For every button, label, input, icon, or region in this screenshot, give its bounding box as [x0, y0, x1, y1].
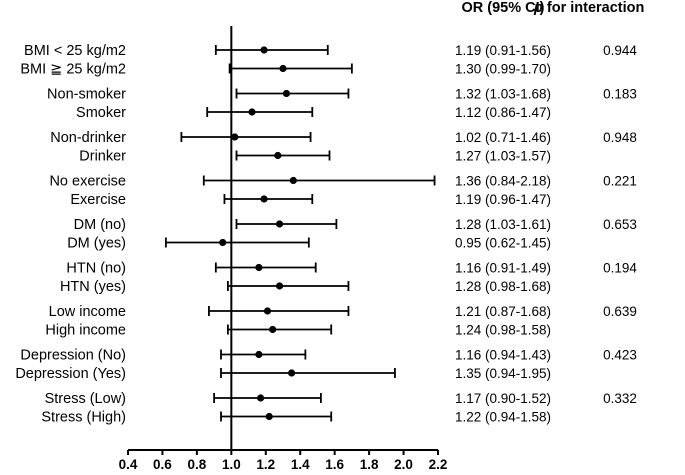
or-ci-value: 1.30 (0.99-1.70)	[455, 62, 551, 77]
or-ci-value: 1.35 (0.94-1.95)	[455, 366, 551, 381]
p-symbol: p	[533, 0, 543, 16]
or-point	[248, 108, 256, 116]
p-interaction-value: 0.194	[603, 261, 637, 276]
or-ci-value: 1.16 (0.94-1.43)	[455, 348, 551, 363]
row-label: BMI < 25 kg/m2	[24, 43, 126, 59]
row-label: Stress (High)	[41, 410, 126, 426]
row-label: Stress (Low)	[45, 391, 126, 407]
row-label: No exercise	[49, 174, 126, 190]
row-label: Drinker	[79, 149, 126, 165]
p-header-rest: for interaction	[543, 0, 645, 16]
or-point	[274, 151, 282, 160]
or-point	[288, 369, 296, 377]
row-label: DM (yes)	[67, 236, 126, 252]
p-interaction-value: 0.944	[603, 43, 637, 58]
or-point	[260, 195, 268, 203]
p-interaction-value: 0.221	[603, 174, 637, 189]
row-label: BMI ≧ 25 kg/m2	[20, 62, 126, 78]
row-label: Exercise	[70, 192, 126, 208]
or-ci-value: 1.16 (0.91-1.49)	[455, 261, 551, 276]
x-tick-label: 0.6	[153, 457, 172, 472]
or-ci-value: 1.12 (0.86-1.47)	[455, 105, 551, 120]
or-point	[255, 350, 263, 359]
x-tick-label: 1.8	[360, 457, 379, 472]
or-ci-value: 1.02 (0.71-1.46)	[455, 130, 551, 145]
row-label: HTN (no)	[66, 261, 126, 277]
x-tick-label: 1.0	[222, 457, 241, 472]
or-ci-value: 0.95 (0.62-1.45)	[455, 236, 551, 251]
or-ci-value: 1.28 (0.98-1.68)	[455, 279, 551, 294]
or-ci-value: 1.19 (0.96-1.47)	[455, 192, 551, 207]
x-tick-label: 1.2	[256, 457, 275, 472]
p-column-header: p for interaction	[533, 0, 644, 16]
or-point	[257, 394, 265, 402]
or-ci-value: 1.24 (0.98-1.58)	[455, 323, 551, 338]
p-interaction-value: 0.639	[603, 304, 637, 319]
x-tick-label: 0.4	[119, 457, 138, 472]
or-point	[263, 307, 272, 315]
or-point	[275, 220, 284, 228]
x-tick-label: 2.2	[429, 457, 448, 472]
row-label: Depression (No)	[20, 348, 126, 364]
forest-rows: BMI < 25 kg/m2 1.19 (0.91-1.56) BMI ≧ 25 k…	[15, 26, 637, 450]
or-point	[289, 176, 297, 185]
or-ci-value: 1.19 (0.91-1.56)	[455, 43, 551, 58]
or-point	[275, 282, 284, 290]
or-ci-value: 1.28 (1.03-1.61)	[455, 217, 551, 232]
or-point	[279, 64, 287, 73]
p-interaction-value: 0.332	[603, 391, 637, 406]
or-ci-value: 1.36 (0.84-2.18)	[455, 174, 551, 189]
row-label: Depression (Yes)	[15, 366, 126, 382]
column-headers: OR (95% CI) p for interaction	[462, 0, 645, 16]
or-point	[282, 89, 291, 98]
ci-column-header: OR (95% CI)	[462, 0, 545, 16]
p-interaction-value: 0.653	[603, 217, 637, 232]
x-tick-label: 0.8	[187, 457, 206, 472]
row-label: Non-smoker	[47, 87, 126, 103]
row-label: HTN (yes)	[60, 279, 126, 295]
or-ci-value: 1.17 (0.90-1.52)	[455, 391, 551, 406]
row-label: DM (no)	[74, 217, 126, 233]
x-tick-label: 2.0	[394, 457, 413, 472]
row-label: Non-drinker	[50, 130, 126, 146]
or-ci-value: 1.21 (0.87-1.68)	[455, 304, 551, 319]
x-tick-label: 1.4	[291, 457, 310, 472]
p-interaction-value: 0.183	[603, 87, 637, 102]
or-ci-value: 1.32 (1.03-1.68)	[455, 87, 551, 102]
or-point	[269, 325, 277, 334]
or-point	[219, 238, 227, 247]
row-label: Smoker	[76, 105, 126, 121]
p-interaction-value: 0.948	[603, 130, 637, 145]
or-ci-value: 1.27 (1.03-1.57)	[455, 149, 551, 164]
p-interaction-value: 0.423	[603, 348, 637, 363]
or-point	[255, 263, 263, 272]
x-axis: 0.4 0.6 0.8 1.0 1.2 1.4 1.6 1.8 2.0 2.2	[119, 449, 448, 472]
row-label: High income	[45, 323, 126, 339]
or-point	[265, 412, 273, 421]
or-ci-value: 1.22 (0.94-1.58)	[455, 410, 551, 425]
row-label: Low income	[49, 304, 126, 320]
x-tick-label: 1.6	[325, 457, 344, 472]
or-point	[231, 133, 239, 141]
or-point	[260, 46, 268, 54]
